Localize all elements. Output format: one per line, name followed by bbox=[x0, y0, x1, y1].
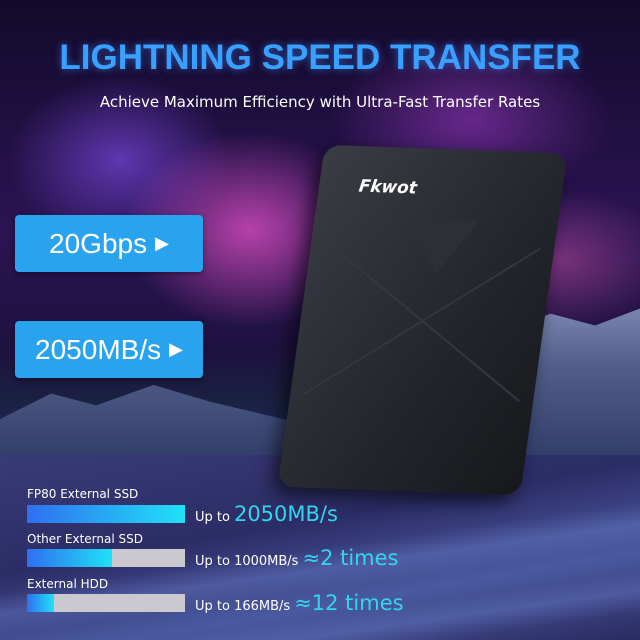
speed-bar bbox=[27, 549, 185, 567]
speed-value: Up to 1000MB/s bbox=[195, 554, 299, 569]
comparison-label: Other External SSD bbox=[27, 532, 143, 546]
speed-text: Up to 2050MB/s bbox=[195, 501, 338, 531]
badge-20gbps: 20Gbps ▶ bbox=[15, 215, 203, 272]
speed-highlight: ≈2 times bbox=[302, 546, 399, 570]
badge-label: 20Gbps bbox=[49, 227, 148, 259]
speed-bar bbox=[27, 505, 185, 523]
comparison-label: FP80 External SSD bbox=[27, 487, 139, 501]
triangle-emblem-icon bbox=[401, 218, 479, 277]
speed-bar bbox=[27, 594, 185, 612]
speed-bar-fill bbox=[27, 594, 54, 612]
play-triangle-icon: ▶ bbox=[169, 339, 183, 359]
speed-bar-fill bbox=[27, 505, 185, 523]
badge-label: 2050MB/s bbox=[35, 333, 162, 365]
speed-text: Up to 166MB/s ≈12 times bbox=[195, 590, 404, 620]
speed-value: Up to bbox=[195, 510, 230, 525]
badge-2050mbs: 2050MB/s ▶ bbox=[15, 321, 203, 378]
ssd-product-image: Fkwot bbox=[277, 144, 568, 496]
comparison-label: External HDD bbox=[27, 577, 109, 591]
speed-text: Up to 1000MB/s ≈2 times bbox=[195, 545, 399, 575]
speed-highlight: 2050MB/s bbox=[233, 502, 338, 526]
page-subtitle: Achieve Maximum Efficiency with Ultra-Fa… bbox=[99, 93, 541, 111]
brand-logo: Fkwot bbox=[357, 176, 419, 199]
speed-highlight: ≈12 times bbox=[294, 591, 404, 615]
speed-value: Up to 166MB/s bbox=[195, 599, 291, 614]
play-triangle-icon: ▶ bbox=[155, 233, 169, 253]
page-title: LIGHTNING SPEED TRANSFER bbox=[59, 38, 581, 77]
speed-bar-fill bbox=[27, 549, 113, 567]
